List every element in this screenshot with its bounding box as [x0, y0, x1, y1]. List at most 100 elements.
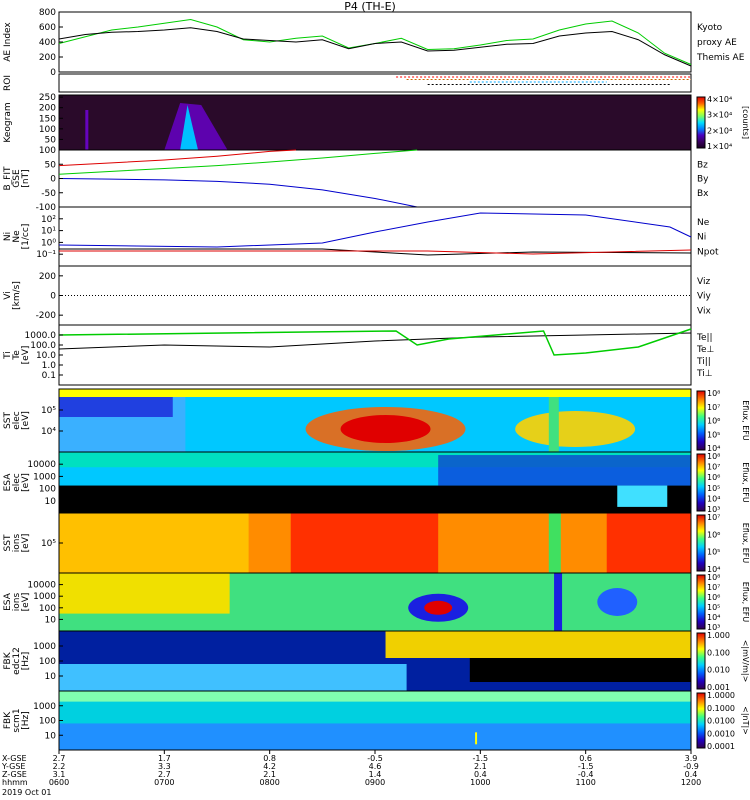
xaxis-date: 2019 Oct 01 — [2, 788, 51, 797]
fbk-s-spike — [475, 732, 478, 745]
panel-ae: 0 200 400 600 800 AE Index Kyoto proxy AE Themis… — [3, 8, 745, 78]
esa_e-colorbar — [696, 453, 706, 512]
fbk-e-low — [59, 664, 407, 691]
esa_e-cbar-tick-4: 10⁷ — [707, 463, 720, 472]
esa_i-cbar-tick-2: 10⁵ — [707, 603, 720, 612]
esa-i-early — [59, 573, 230, 614]
keogram-cbar-tick-2: 3×10⁴ — [707, 111, 732, 120]
esa_e-cbar-tick-1: 10⁴ — [707, 494, 720, 503]
fbk_s-ylabel-0: FBK — [3, 711, 13, 729]
esa_i-cbar-tick-0: 10³ — [707, 623, 720, 632]
xaxis-value-0-5: 0.6 — [579, 754, 592, 763]
keogram-cbar-tick-1: 2×10⁴ — [707, 126, 732, 135]
ni-npot — [58, 212, 692, 248]
vi-ytick-1: 0 — [50, 292, 56, 302]
fbk_e-cbar-tick-3: 1.000 — [707, 631, 730, 640]
ti-ytick-2: 10.0 — [36, 351, 56, 361]
bfield-ytick-2: 0 — [50, 175, 56, 185]
panel-vi: -200 0 200 Vi [km/s] Viz Viy Vix — [3, 265, 711, 326]
xaxis-value-3-6: 1200 — [681, 778, 701, 787]
keogram-ytick-3: 200 — [39, 104, 56, 114]
vi-legend-2: Vix — [697, 306, 711, 316]
sst-i-peak — [290, 513, 439, 573]
sst_i-cbar-tick-3: 10⁷ — [707, 513, 720, 522]
xaxis-value-3-1: 0700 — [154, 778, 174, 787]
sst_i-ylabel-0: SST — [3, 534, 13, 551]
ti-ytick-4: 1000.0 — [25, 331, 57, 341]
esa_i-cbar-tick-5: 10⁸ — [707, 573, 720, 582]
sst_i-cbar-tick-0: 10⁴ — [707, 565, 720, 574]
ae-ytick-1: 200 — [39, 53, 56, 63]
esa-e-bottom — [59, 485, 691, 513]
ni-ylabel-1: Ne — [12, 230, 22, 243]
keogram-ytick-1: 100 — [39, 125, 56, 135]
keogram-ylabel-0: Keogram — [3, 102, 13, 142]
panel-fbk_e: 10 100 1000 FBK edc12 [Hz] 0.001 0.010 0.100 1.00… — [3, 630, 750, 692]
panel-bfield: -100 -50 0 50 100 B_FIT GSE [nT] Bz By Bx — [3, 146, 709, 213]
xaxis-value-3-3: 0900 — [365, 778, 385, 787]
xaxis-value-2-0: 3.1 — [53, 770, 66, 779]
sst_e-ylabel-2: [eV] — [21, 411, 31, 430]
sst_e-cbar-tick-0: 10⁴ — [707, 444, 720, 453]
keogram-arc-peak — [180, 105, 199, 150]
sst-e-top-band — [59, 389, 691, 397]
fbk_e-cbar-tick-1: 0.010 — [707, 666, 730, 675]
xaxis-value-3-2: 0800 — [259, 778, 279, 787]
bfield-ylabel-2: [nT] — [21, 169, 31, 187]
bfield-series-0 — [58, 149, 297, 167]
keogram-cbar-label: [counts] — [741, 106, 750, 139]
fbk_e-cbar-label: <|mV/m|> — [741, 640, 750, 683]
sst-i-gap — [548, 513, 561, 573]
esa_i-cbar-tick-3: 10⁶ — [707, 593, 720, 602]
esa-i-stripe — [554, 573, 563, 631]
ae-ytick-4: 800 — [39, 8, 56, 18]
ni-legend-1: Ni — [697, 233, 706, 243]
xaxis-value-0-0: 2.7 — [53, 754, 66, 763]
vi-legend-1: Viy — [697, 292, 711, 302]
fbk_e-ylabel-0: FBK — [3, 651, 13, 669]
sst_e-ytick-0: 10⁴ — [41, 427, 56, 437]
esa_i-ytick-0: 10 — [45, 615, 57, 625]
bfield-ytick-4: 100 — [39, 146, 56, 156]
xaxis-value-0-3: -0.5 — [367, 754, 383, 763]
ni-ne — [59, 249, 692, 255]
vi-ytick-2: 200 — [39, 272, 56, 282]
keogram-ytick-2: 150 — [39, 114, 56, 124]
xaxis-value-1-3: 4.6 — [369, 762, 382, 771]
ni-ytick-0: 10⁻¹ — [36, 250, 56, 260]
esa_e-cbar-tick-2: 10⁵ — [707, 484, 720, 493]
sst-e-late — [515, 411, 636, 447]
ni-bg — [59, 207, 691, 266]
ti-ylabel-0: Ti — [3, 351, 13, 360]
ti-te-par — [58, 332, 692, 350]
sst_i-cbar-tick-2: 10⁶ — [707, 530, 720, 539]
keogram-cbar-tick-0: 1×10⁴ — [707, 142, 732, 151]
sst_e-cbar-tick-4: 10⁸ — [707, 389, 720, 398]
esa_e-ytick-3: 10000 — [27, 460, 56, 470]
xaxis-value-2-4: 0.4 — [474, 770, 487, 779]
keogram-streak — [85, 110, 89, 150]
esa_e-cbar-label: Eflux, EFU — [741, 462, 750, 503]
xaxis-value-1-4: 2.1 — [474, 762, 487, 771]
ni-ylabel-0: Ni — [3, 232, 13, 241]
sst_e-cbar-tick-1: 10⁵ — [707, 430, 720, 439]
esa_e-ylabel-1: elec — [12, 473, 22, 492]
fbk_s-cbar-label: <|nT|> — [741, 706, 750, 735]
sst_e-cbar-tick-3: 10⁷ — [707, 403, 720, 412]
sst-e-gap — [548, 397, 559, 452]
sst-i-early — [59, 513, 249, 573]
panel-sst_i: 10⁵ SST ions [eV] 10⁴ 10⁵ 10⁶ 10⁷ Eflux, EFU — [3, 512, 750, 574]
sst_e-cbar-label: Eflux, EFU — [741, 400, 750, 441]
esa_e-ylabel-0: ESA — [3, 473, 13, 492]
bfield-ylabel-1: GSE — [12, 169, 22, 188]
ti-ylabel-2: [eV] — [21, 346, 31, 365]
fbk-e-black — [469, 658, 691, 682]
xaxis-row-label-1: Y-GSE — [1, 762, 25, 771]
xaxis-value-2-2: 2.1 — [263, 770, 276, 779]
xaxis-value-3-0: 0600 — [49, 778, 69, 787]
roi-ylabel-0: ROI — [3, 75, 13, 91]
fbk_s-cbar-tick-3: 0.1000 — [707, 704, 735, 713]
sst_e-colorbar — [696, 390, 706, 451]
